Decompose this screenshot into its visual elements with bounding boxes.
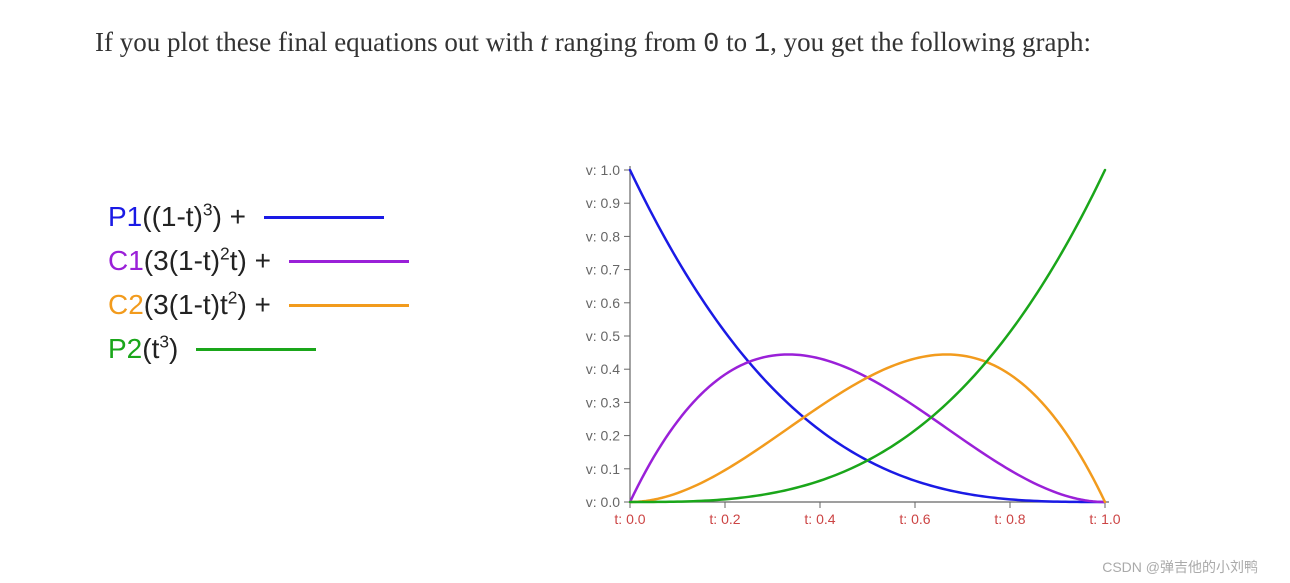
- legend-swatch-c1: [289, 260, 409, 263]
- x-tick-label: t: 0.4: [804, 511, 835, 527]
- y-tick-label: v: 0.9: [586, 195, 620, 211]
- intro-pre: If you plot these final equations out wi…: [95, 27, 540, 57]
- y-tick-label: v: 0.6: [586, 295, 620, 311]
- x-tick-label: t: 1.0: [1089, 511, 1120, 527]
- y-tick-label: v: 0.0: [586, 494, 620, 510]
- y-tick-label: v: 0.3: [586, 394, 620, 410]
- intro-var: t: [540, 27, 548, 57]
- series-p1: [630, 170, 1105, 502]
- legend-swatch-p2: [196, 348, 316, 351]
- series-c2: [630, 354, 1105, 502]
- legend-formula-c1: C1(3(1-t)2t) +: [108, 247, 271, 275]
- legend-swatch-p1: [264, 216, 384, 219]
- y-tick-label: v: 0.2: [586, 428, 620, 444]
- intro-one: 1: [754, 30, 770, 60]
- legend-row-p1: P1((1-t)3) +: [108, 195, 538, 239]
- y-tick-label: v: 0.7: [586, 262, 620, 278]
- intro-text: If you plot these final equations out wi…: [95, 22, 1095, 67]
- bernstein-chart: v: 0.0 v: 0.1 v: 0.2 v: 0.3 v: 0.4 v: 0.5 v: 0…: [560, 162, 1120, 542]
- intro-post: , you get the following graph:: [770, 27, 1091, 57]
- legend-formula-p1: P1((1-t)3) +: [108, 203, 246, 231]
- legend-row-c2: C2(3(1-t)t2) +: [108, 283, 538, 327]
- equation-legend: P1((1-t)3) + C1(3(1-t)2t) + C2(3(1-t)t2)…: [108, 195, 538, 371]
- intro-zero: 0: [703, 30, 719, 60]
- y-tick-label: v: 0.5: [586, 328, 620, 344]
- y-tick-label: v: 0.1: [586, 461, 620, 477]
- watermark: CSDN @弹吉他的小刘鸭: [1102, 557, 1258, 577]
- x-tick-label: t: 0.6: [899, 511, 930, 527]
- y-tick-label: v: 0.8: [586, 228, 620, 244]
- x-tick-label: t: 0.0: [614, 511, 645, 527]
- series-p2: [630, 170, 1105, 502]
- x-tick-label: t: 0.2: [709, 511, 740, 527]
- y-tick-label: v: 1.0: [586, 162, 620, 178]
- legend-row-c1: C1(3(1-t)2t) +: [108, 239, 538, 283]
- legend-row-p2: P2(t3): [108, 327, 538, 371]
- legend-formula-p2: P2(t3): [108, 335, 178, 363]
- intro-mid: ranging from: [548, 27, 703, 57]
- legend-swatch-c2: [289, 304, 409, 307]
- intro-to: to: [719, 27, 754, 57]
- legend-formula-c2: C2(3(1-t)t2) +: [108, 291, 271, 319]
- y-tick-label: v: 0.4: [586, 361, 620, 377]
- x-tick-label: t: 0.8: [994, 511, 1025, 527]
